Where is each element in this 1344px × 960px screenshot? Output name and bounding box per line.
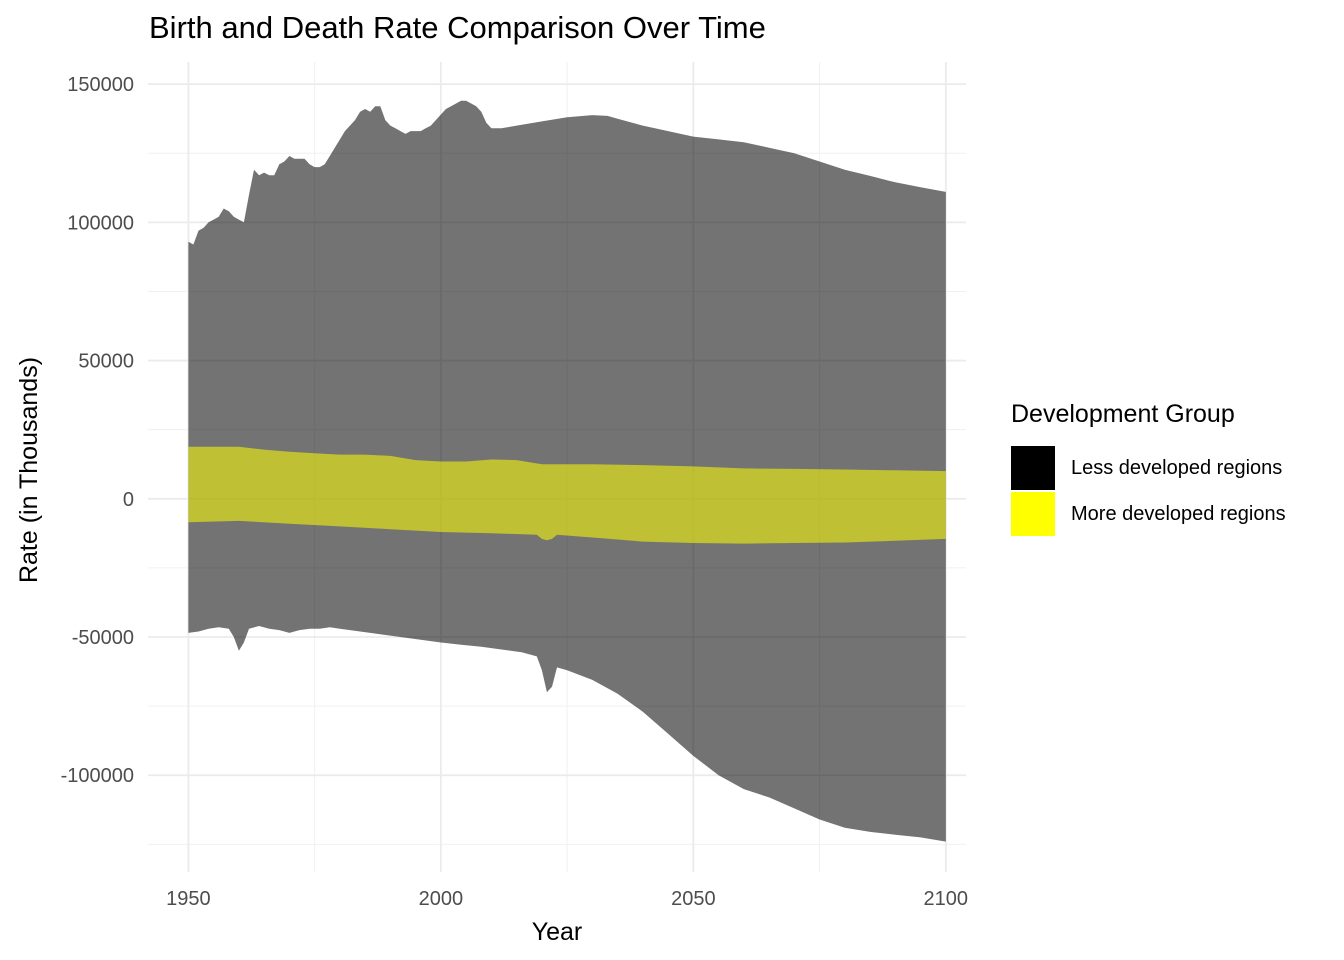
series-layer [188, 100, 946, 842]
legend-label-more-developed: More developed regions [1071, 502, 1286, 525]
y-tick-label: 100000 [67, 212, 134, 234]
x-tick-label: 2050 [671, 888, 716, 910]
y-tick-label: -50000 [72, 627, 134, 649]
y-tick-label: -100000 [61, 765, 134, 787]
y-tick-label: 0 [123, 489, 134, 511]
legend-label-less-developed: Less developed regions [1071, 456, 1283, 479]
x-tick-label: 2000 [419, 888, 464, 910]
legend-item-more-developed: More developed regions [1011, 491, 1286, 537]
legend-title: Development Group [1011, 400, 1235, 428]
chart-title: Birth and Death Rate Comparison Over Tim… [149, 10, 766, 45]
x-tick-label: 1950 [166, 888, 211, 910]
legend: Development Group Less developed regions… [1011, 400, 1286, 537]
legend-key-more-developed [1011, 492, 1055, 536]
y-axis-title: Rate (in Thousands) [15, 357, 43, 583]
series-area-more-developed [188, 446, 946, 544]
x-axis-ticks: 1950 2000 2050 2100 [166, 888, 968, 910]
y-axis-ticks: -100000 -50000 0 50000 100000 150000 [61, 74, 134, 787]
legend-key-less-developed [1011, 446, 1055, 490]
legend-item-less-developed: Less developed regions [1011, 445, 1286, 491]
y-tick-label: 150000 [67, 74, 134, 96]
y-tick-label: 50000 [78, 351, 134, 373]
x-axis-title: Year [532, 918, 583, 946]
x-tick-label: 2100 [924, 888, 969, 910]
